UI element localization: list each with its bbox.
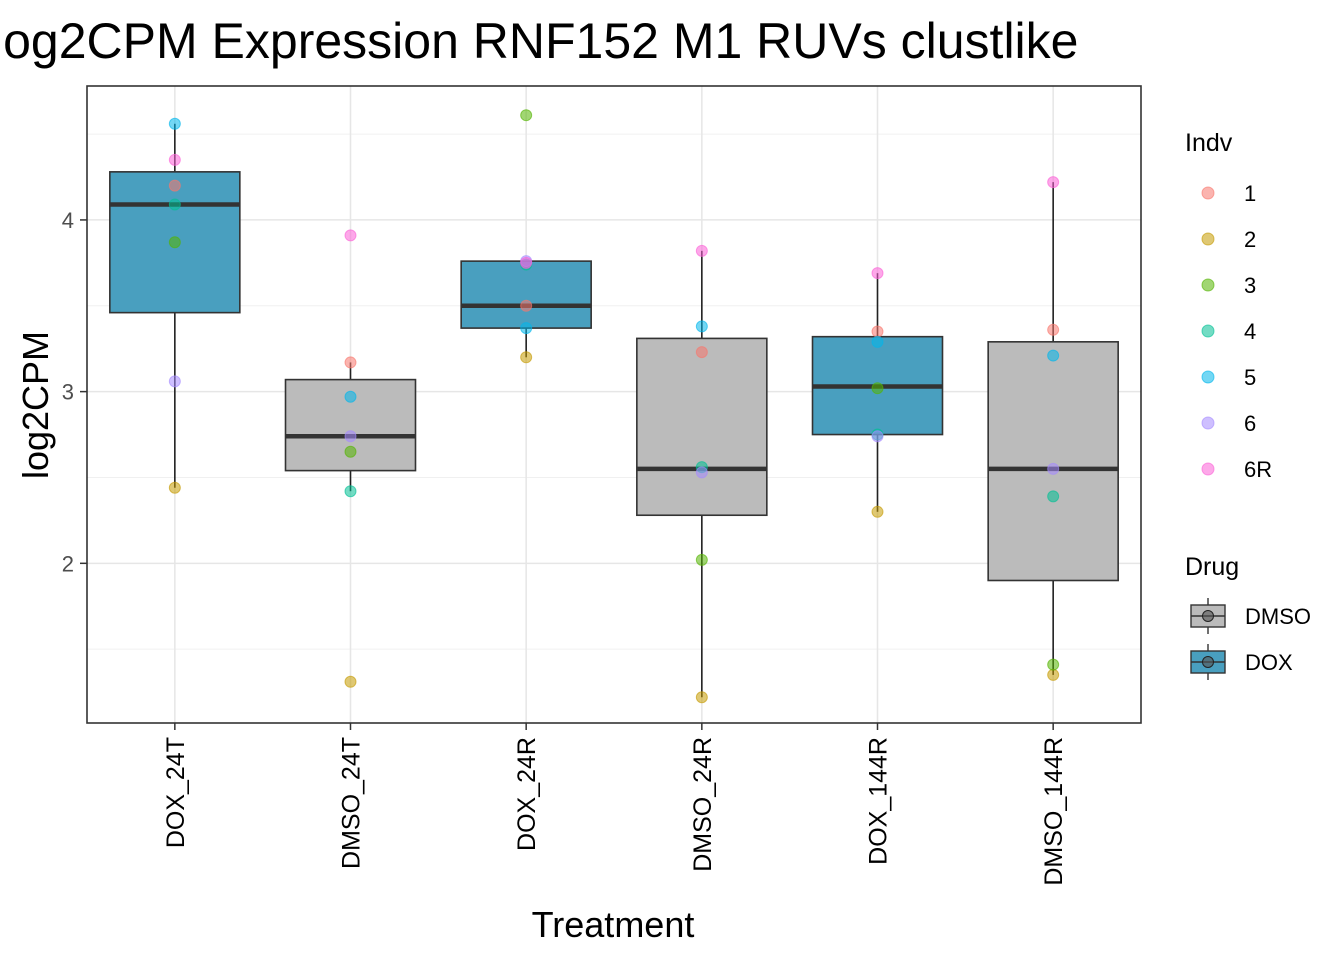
legend-label: 5	[1244, 365, 1256, 390]
legend-item-indv-4: 4	[1201, 319, 1256, 344]
plot-panel	[87, 86, 1141, 723]
data-point-indv-6R	[1047, 176, 1060, 189]
data-point-indv-3	[1047, 658, 1060, 671]
x-tick-label: DOX_24R	[513, 737, 541, 851]
data-point-indv-6R	[695, 244, 708, 257]
data-point-indv-4	[168, 198, 181, 211]
legend-item-indv-2: 2	[1201, 227, 1256, 252]
legend-key-point	[1201, 186, 1215, 200]
data-point-indv-2	[695, 691, 708, 704]
data-point-indv-6R	[168, 153, 181, 166]
legend-key-point	[1201, 462, 1215, 476]
data-point-indv-6R	[871, 267, 884, 280]
panel-border	[86, 85, 1142, 724]
data-point-indv-5	[168, 117, 181, 130]
box-DMSO_144R	[987, 182, 1119, 675]
legend-item-indv-6R: 6R	[1201, 457, 1272, 482]
x-axis-title: Treatment	[532, 904, 695, 945]
data-point-indv-6	[1047, 462, 1060, 475]
data-point-indv-5	[344, 390, 357, 403]
x-tick-label: DOX_24T	[162, 737, 190, 848]
x-tick-label: DOX_144R	[865, 737, 893, 865]
data-point-indv-6R	[344, 229, 357, 242]
data-point-indv-1	[520, 299, 533, 312]
data-point-indv-6	[168, 375, 181, 388]
data-point-indv-5	[695, 320, 708, 333]
data-point-indv-6	[871, 430, 884, 443]
legend-item-indv-1: 1	[1201, 181, 1256, 206]
data-point-indv-2	[168, 481, 181, 494]
legend-key-point	[1202, 656, 1214, 668]
legend-label: DMSO	[1245, 604, 1311, 629]
box-body	[636, 337, 768, 517]
y-tick-label: 2	[62, 551, 74, 576]
data-point-indv-2	[871, 505, 884, 518]
box-body	[460, 260, 592, 329]
data-point-indv-6	[695, 466, 708, 479]
legend-key-point	[1201, 370, 1215, 384]
legend-item-drug-DOX: DOX	[1190, 644, 1293, 680]
legend-key-point	[1201, 232, 1215, 246]
data-point-indv-6	[344, 430, 357, 443]
data-point-indv-1	[871, 325, 884, 338]
box-body	[987, 341, 1119, 582]
legend-item-drug-DMSO: DMSO	[1190, 598, 1311, 634]
data-point-indv-1	[695, 346, 708, 359]
data-point-indv-2	[520, 351, 533, 364]
y-axis-title: log2CPM	[15, 331, 56, 479]
x-tick-label: DMSO_24R	[689, 737, 717, 872]
legend-label: 6	[1244, 411, 1256, 436]
data-point-indv-5	[520, 322, 533, 335]
data-point-indv-2	[344, 675, 357, 688]
data-point-indv-3	[871, 382, 884, 395]
legend-label: 2	[1244, 227, 1256, 252]
legend-key-point	[1201, 416, 1215, 430]
data-point-indv-4	[344, 485, 357, 498]
data-point-indv-5	[871, 335, 884, 348]
data-point-indv-1	[168, 179, 181, 192]
y-tick-label: 3	[62, 380, 74, 405]
legend-label: 3	[1244, 273, 1256, 298]
legend-key-point	[1202, 610, 1214, 622]
data-point-indv-3	[695, 553, 708, 566]
legend-title-indv: Indv	[1185, 129, 1233, 157]
legend-key-point	[1201, 278, 1215, 292]
x-tick-label: DMSO_24T	[338, 737, 366, 869]
data-point-indv-2	[1047, 668, 1060, 681]
legend-label: 4	[1244, 319, 1256, 344]
legend-title-drug: Drug	[1185, 553, 1239, 581]
data-point-indv-3	[168, 236, 181, 249]
legend-label: 6R	[1244, 457, 1272, 482]
legend-item-indv-5: 5	[1201, 365, 1256, 390]
data-point-indv-1	[1047, 323, 1060, 336]
legend-label: DOX	[1245, 650, 1293, 675]
legend-item-indv-3: 3	[1201, 273, 1256, 298]
data-point-indv-6R	[520, 256, 533, 269]
data-point-indv-4	[1047, 490, 1060, 503]
data-point-indv-5	[1047, 349, 1060, 362]
legend-item-indv-6: 6	[1201, 411, 1256, 436]
legend-label: 1	[1244, 181, 1256, 206]
x-tick-label: DMSO_144R	[1040, 737, 1068, 886]
data-point-indv-1	[344, 356, 357, 369]
data-point-indv-3	[520, 109, 533, 122]
chart-title: log2CPM Expression RNF152 M1 RUVs clustl…	[0, 13, 1078, 69]
data-point-indv-3	[344, 445, 357, 458]
y-tick-label: 4	[62, 208, 74, 233]
legend-key-point	[1201, 324, 1215, 338]
